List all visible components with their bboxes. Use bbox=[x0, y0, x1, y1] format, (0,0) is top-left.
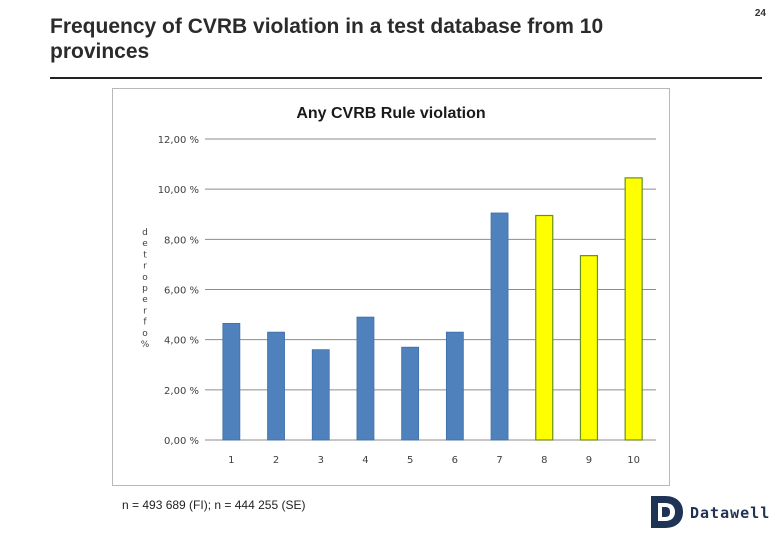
y-tick-label: 2,00 % bbox=[164, 386, 199, 397]
bar-province-2 bbox=[267, 331, 285, 441]
datawell-logo: Datawell bbox=[648, 494, 773, 530]
x-tick-label: 1 bbox=[228, 455, 234, 466]
bar-province-9 bbox=[579, 255, 599, 441]
chart-title: Any CVRB Rule violation bbox=[296, 105, 485, 122]
bar-province-3 bbox=[311, 349, 330, 441]
y-axis-label: d e t r o p e r f o% bbox=[141, 228, 150, 350]
bar-province-6 bbox=[445, 331, 464, 441]
y-tick-label: 6,00 % bbox=[164, 286, 199, 297]
page-number: 24 bbox=[754, 8, 766, 19]
bar-province-4 bbox=[356, 316, 375, 441]
x-tick-labels: 1 2 3 4 5 6 7 8 9 10 bbox=[228, 455, 640, 466]
bar-province-5 bbox=[401, 346, 420, 441]
x-tick-label: 5 bbox=[407, 455, 413, 466]
bar-province-7 bbox=[490, 212, 509, 441]
title-divider bbox=[50, 77, 762, 79]
x-tick-label: 8 bbox=[541, 455, 547, 466]
y-tick-labels: 0,00 % 2,00 % 4,00 % 6,00 % 8,00 % 10,00 % 12,… bbox=[158, 135, 199, 447]
bar-province-8 bbox=[535, 214, 554, 441]
x-tick-label: 2 bbox=[273, 455, 279, 466]
y-tick-label: 12,00 % bbox=[158, 135, 199, 146]
datawell-d-logo-icon bbox=[651, 496, 683, 528]
bars bbox=[222, 177, 643, 441]
x-tick-label: 3 bbox=[318, 455, 324, 466]
y-tick-label: 4,00 % bbox=[164, 336, 199, 347]
sample-size-footnote: n = 493 689 (FI); n = 444 255 (SE) bbox=[122, 498, 306, 512]
bar-province-1 bbox=[222, 322, 241, 441]
slide-title: Frequency of CVRB violation in a test da… bbox=[50, 15, 604, 64]
logo-wordmark: Datawell bbox=[690, 504, 771, 522]
chart-frame: Any CVRB Rule violation 0,00 % 2,00 % 4,00… bbox=[112, 88, 670, 486]
bar-chart: Any CVRB Rule violation 0,00 % 2,00 % 4,00… bbox=[141, 105, 656, 466]
y-tick-label: 8,00 % bbox=[164, 235, 199, 246]
x-tick-label: 4 bbox=[362, 455, 368, 466]
x-tick-label: 7 bbox=[496, 455, 502, 466]
y-tick-label: 0,00 % bbox=[164, 436, 199, 447]
x-tick-label: 6 bbox=[452, 455, 458, 466]
x-tick-label: 10 bbox=[627, 455, 640, 466]
bar-province-10 bbox=[624, 177, 643, 441]
x-tick-label: 9 bbox=[586, 455, 592, 466]
y-tick-label: 10,00 % bbox=[158, 185, 199, 196]
